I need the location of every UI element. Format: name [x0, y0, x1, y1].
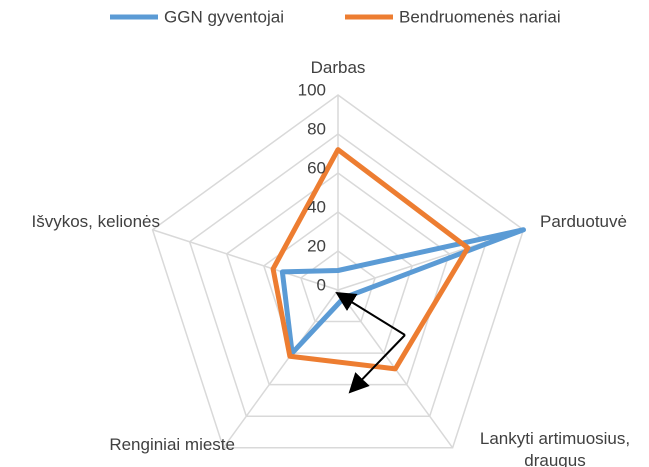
- tick-label: 20: [307, 236, 326, 255]
- annotation-arrow: [348, 334, 406, 394]
- tick-label: 60: [307, 158, 326, 177]
- category-label: Išvykos, kelionės: [31, 212, 161, 231]
- legend-label: GGN gyventojai: [164, 7, 284, 26]
- axis-spoke: [222, 289, 339, 449]
- grid-ring: [188, 133, 488, 417]
- category-label: Lankyti artimuosius, draugus: [479, 429, 631, 467]
- category-label: Darbas: [310, 58, 366, 77]
- series-line: [279, 227, 526, 356]
- grid-ring: [225, 172, 451, 386]
- annotation-arrow: [335, 291, 406, 336]
- category-label: Parduotuvė: [540, 212, 627, 231]
- tick-label: 80: [307, 119, 326, 138]
- tick-label: 100: [298, 80, 326, 99]
- axis-spoke: [152, 229, 339, 291]
- category-label: Renginiai mieste: [109, 435, 235, 454]
- tick-label: 40: [307, 197, 326, 216]
- tick-label: 0: [317, 275, 326, 294]
- grid-ring: [151, 94, 525, 449]
- legend-label: Bendruomenės nariai: [399, 7, 561, 26]
- series-line: [270, 147, 471, 372]
